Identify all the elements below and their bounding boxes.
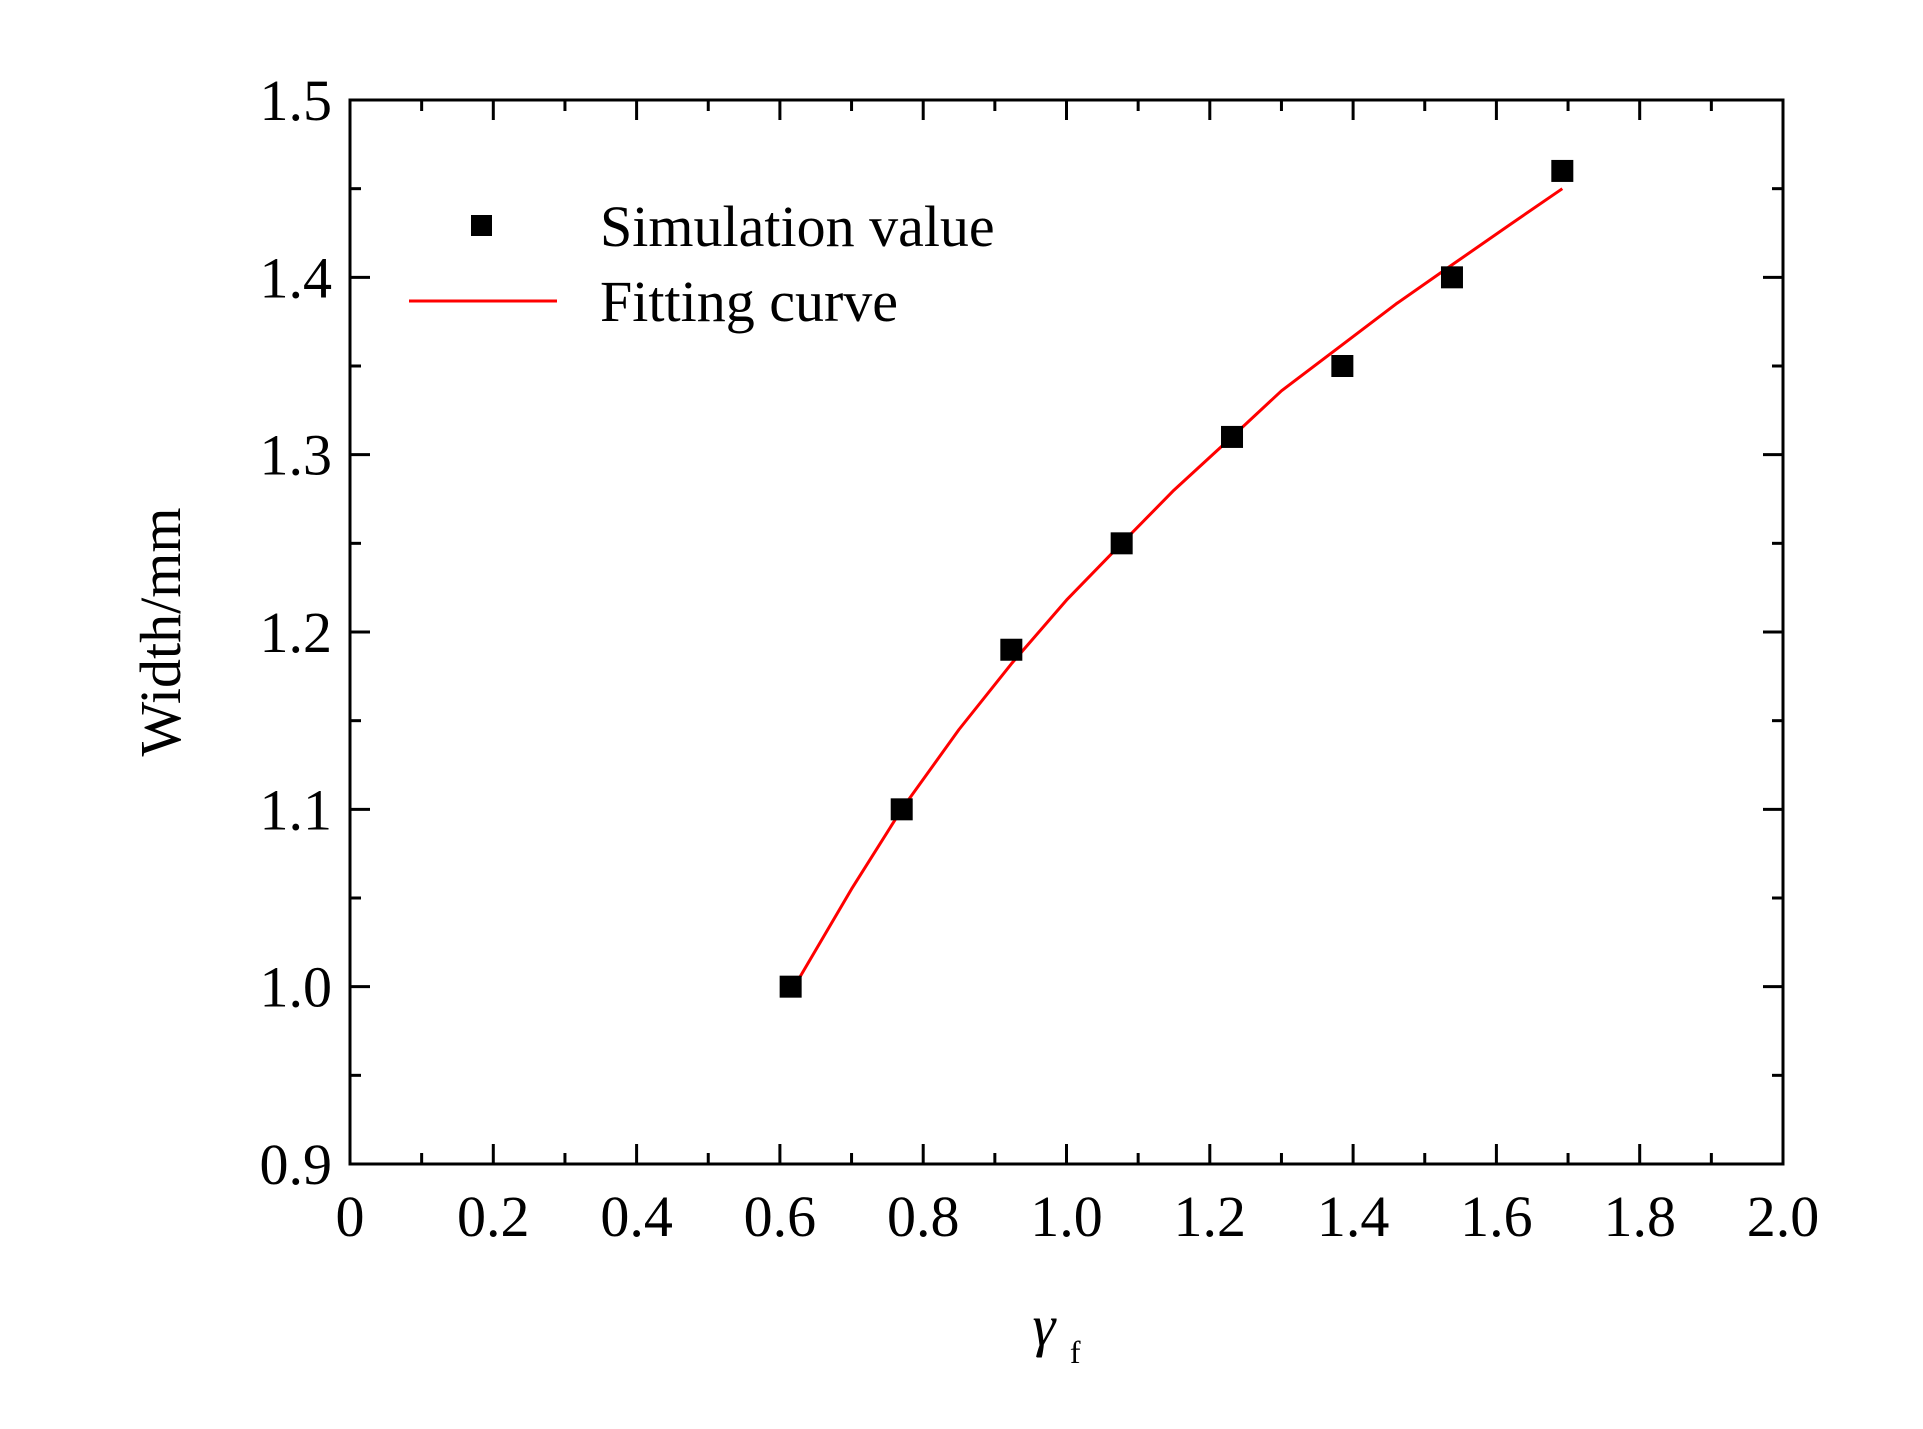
simulation-point <box>779 975 802 998</box>
x-axis-title: γ f <box>1032 1293 1080 1370</box>
legend-marker-simulation <box>471 215 492 236</box>
legend-label-simulation: Simulation value <box>600 194 995 259</box>
x-tick-label: 0 <box>336 1184 365 1249</box>
x-tick-label: 1.8 <box>1603 1184 1676 1249</box>
y-axis-title: Width/mm <box>128 508 193 757</box>
x-tick-label: 0.2 <box>457 1184 530 1249</box>
fitting-curve-layer <box>792 187 1564 988</box>
x-tick-label: 0.6 <box>744 1184 817 1249</box>
x-axis-symbol: γ <box>1032 1293 1057 1358</box>
x-tick-label: 2.0 <box>1747 1184 1820 1249</box>
simulation-point <box>1551 159 1574 182</box>
simulation-point <box>1221 425 1244 448</box>
y-tick-label: 0.9 <box>260 1132 333 1197</box>
y-tick-label: 1.4 <box>260 245 333 310</box>
simulation-point <box>1110 532 1133 555</box>
y-tick-labels: 0.9 1.0 1.1 1.2 1.3 1.4 1.5 <box>260 68 333 1197</box>
x-tick-label: 0.4 <box>600 1184 673 1249</box>
x-tick-label: 1.6 <box>1460 1184 1533 1249</box>
simulation-point <box>1331 355 1354 377</box>
y-tick-label: 1.5 <box>260 68 333 133</box>
x-tick-label: 1.0 <box>1030 1184 1103 1249</box>
x-tick-label: 0.8 <box>887 1184 960 1249</box>
simulation-point <box>890 798 913 821</box>
y-tick-label: 1.3 <box>260 423 333 488</box>
legend-label-fitting: Fitting curve <box>600 269 898 334</box>
y-tick-label: 1.2 <box>260 600 333 665</box>
fitting-curve-line <box>792 187 1564 988</box>
x-axis-subscript: f <box>1070 1334 1081 1370</box>
plot-frame <box>348 98 1785 1166</box>
simulation-points-layer <box>779 159 1574 998</box>
y-tick-label: 1.0 <box>260 955 333 1020</box>
simulation-point <box>1000 638 1023 661</box>
legend: Simulation value Fitting curve <box>409 194 995 334</box>
minor-ticks <box>350 100 1783 1164</box>
x-tick-label: 1.2 <box>1174 1184 1247 1249</box>
y-tick-label: 1.1 <box>260 777 333 842</box>
simulation-point <box>1440 266 1463 289</box>
x-tick-label: 1.4 <box>1317 1184 1390 1249</box>
x-tick-labels: 0 0.2 0.4 0.6 0.8 1.0 1.2 1.4 1.6 1.8 2.0 <box>336 1184 1820 1249</box>
